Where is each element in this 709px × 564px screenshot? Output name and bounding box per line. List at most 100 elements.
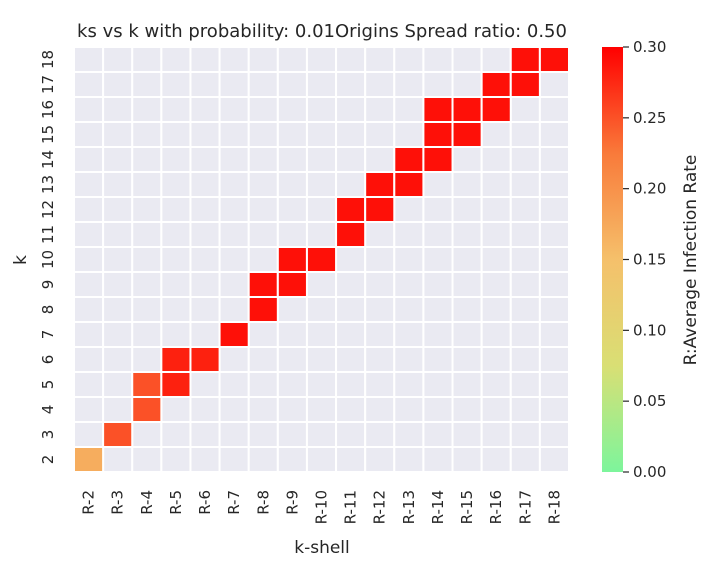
heatmap-empty-cell [538,196,570,223]
heatmap-cell [422,121,454,148]
heatmap-empty-cell [451,246,483,273]
heatmap-empty-cell [73,321,105,348]
heatmap-empty-cell [218,271,250,298]
heatmap-empty-cell [422,46,454,73]
heatmap-empty-cell [305,446,338,473]
heatmap-empty-cell [451,296,483,323]
heatmap-empty-cell [160,296,192,323]
heatmap-empty-cell [102,271,134,298]
x-tick-label: R-16 [487,490,505,524]
heatmap-empty-cell [189,46,221,73]
y-tick-label: 6 [39,355,57,365]
heatmap-empty-cell [538,146,570,173]
heatmap-cell [131,396,163,423]
heatmap-empty-cell [305,221,338,248]
heatmap-empty-cell [218,396,250,423]
heatmap-empty-cell [538,446,570,473]
heatmap-empty-cell [451,221,483,248]
heatmap-cell [189,346,221,373]
heatmap-empty-cell [538,396,570,423]
heatmap-empty-cell [276,96,308,123]
heatmap-empty-cell [335,46,367,73]
x-tick-label: R-18 [545,490,563,524]
heatmap-cell [480,71,512,98]
heatmap-cell [393,146,425,173]
heatmap-empty-cell [509,121,541,148]
heatmap-empty-cell [509,221,541,248]
heatmap-cell [480,96,512,123]
heatmap-empty-cell [393,271,425,298]
y-tick-label: 9 [39,280,57,290]
y-tick-labels: 2 3 4 5 6 7 8 9 10 11 12 13 14 15 16 17 18 [39,50,57,464]
heatmap-empty-cell [538,221,570,248]
heatmap-empty-cell [102,96,134,123]
heatmap-empty-cell [422,446,454,473]
heatmap-empty-cell [393,321,425,348]
heatmap-empty-cell [335,171,367,198]
heatmap-empty-cell [538,96,570,123]
heatmap-empty-cell [364,96,396,123]
x-tick-labels: R-2 R-3 R-4 R-5 R-6 R-7 R-8 R-9 R-10 R-11 R-12 R-13… [80,490,564,524]
heatmap-empty-cell [538,171,570,198]
heatmap-empty-cell [480,246,512,273]
y-tick-label: 12 [39,200,57,219]
heatmap-empty-cell [422,296,454,323]
heatmap-empty-cell [509,146,541,173]
heatmap-empty-cell [160,396,192,423]
heatmap-empty-cell [422,246,454,273]
heatmap-cell [538,46,570,73]
heatmap-empty-cell [393,246,425,273]
heatmap-empty-cell [189,446,221,473]
heatmap-empty-cell [218,446,250,473]
heatmap-empty-cell [276,196,308,223]
y-axis-label: k [11,255,31,265]
heatmap-empty-cell [189,246,221,273]
heatmap-empty-cell [451,196,483,223]
heatmap-empty-cell [276,421,308,448]
heatmap-empty-cell [160,96,192,123]
colorbar-tick-label: 0.25 [633,109,666,127]
heatmap-empty-cell [247,146,279,173]
heatmap-empty-cell [218,96,250,123]
heatmap-empty-cell [218,246,250,273]
heatmap-empty-cell [102,221,134,248]
heatmap-cell [422,96,454,123]
heatmap-empty-cell [480,296,512,323]
heatmap-empty-cell [393,221,425,248]
heatmap-empty-cell [160,421,192,448]
heatmap-empty-cell [131,321,163,348]
heatmap-empty-cell [73,396,105,423]
heatmap-empty-cell [189,421,221,448]
x-tick-label: R-8 [254,490,272,515]
heatmap-empty-cell [247,421,279,448]
heatmap-empty-cell [131,46,163,73]
heatmap-empty-cell [73,71,105,98]
heatmap-empty-cell [131,71,163,98]
heatmap-empty-cell [218,146,250,173]
heatmap-empty-cell [276,296,308,323]
heatmap-empty-cell [73,171,105,198]
heatmap-empty-cell [335,96,367,123]
heatmap-empty-cell [247,171,279,198]
heatmap-empty-cell [480,396,512,423]
heatmap-empty-cell [305,296,338,323]
heatmap-empty-cell [364,246,396,273]
heatmap-empty-cell [276,221,308,248]
heatmap-empty-cell [189,96,221,123]
heatmap-empty-cell [131,171,163,198]
heatmap-empty-cell [73,46,105,73]
heatmap-empty-cell [509,96,541,123]
heatmap-empty-cell [189,196,221,223]
heatmap-empty-cell [189,146,221,173]
heatmap-empty-cell [422,321,454,348]
heatmap-cell [364,171,396,198]
heatmap-empty-cell [393,46,425,73]
heatmap-empty-cell [247,346,279,373]
heatmap-empty-cell [218,121,250,148]
heatmap-empty-cell [131,221,163,248]
heatmap-empty-cell [247,446,279,473]
heatmap-empty-cell [305,271,338,298]
heatmap-empty-cell [305,321,338,348]
heatmap-cell [305,246,338,273]
heatmap-empty-cell [102,446,134,473]
